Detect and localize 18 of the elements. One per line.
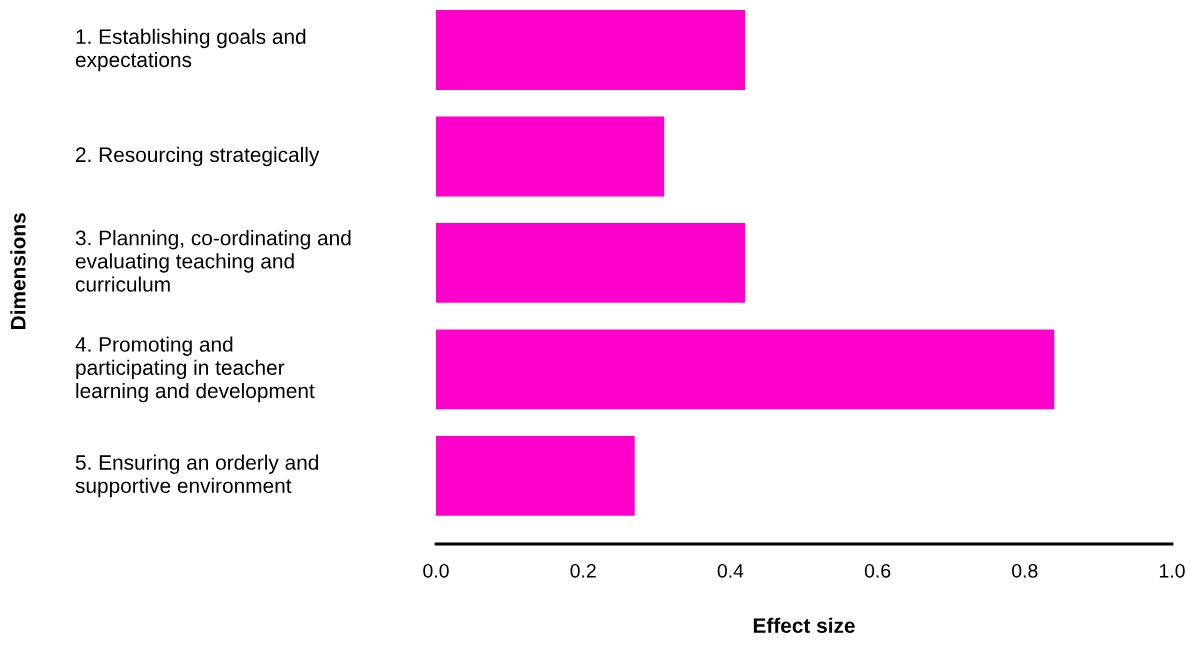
x-tick-label: 0.2 [570, 563, 596, 578]
x-tick-label: 1.0 [1159, 563, 1185, 578]
y-tick-label: 1. Establishing goals and expectations [75, 28, 306, 72]
y-tick-label: 3. Planning, co-ordinating and evaluating teaching and curriculum [75, 230, 351, 292]
bar [436, 329, 1055, 410]
y-tick-label: 4. Promoting and participating in teacher learning and development [75, 336, 315, 403]
bar [436, 223, 746, 303]
x-tick-label: 0.0 [423, 563, 449, 578]
x-tick-label: 0.4 [717, 563, 744, 578]
x-tick-label: 0.6 [864, 563, 891, 578]
x-tick-label: 0.8 [1012, 563, 1038, 578]
bar [436, 10, 746, 90]
y-axis-title: Dimensions [10, 213, 26, 329]
bar [436, 435, 635, 516]
bar [436, 116, 665, 197]
x-axis-title: Effect size [753, 617, 855, 633]
y-tick-label: 2. Resourcing strategically [76, 146, 320, 167]
y-tick-label: 5. Ensuring an orderly and supportive environment [75, 454, 319, 498]
